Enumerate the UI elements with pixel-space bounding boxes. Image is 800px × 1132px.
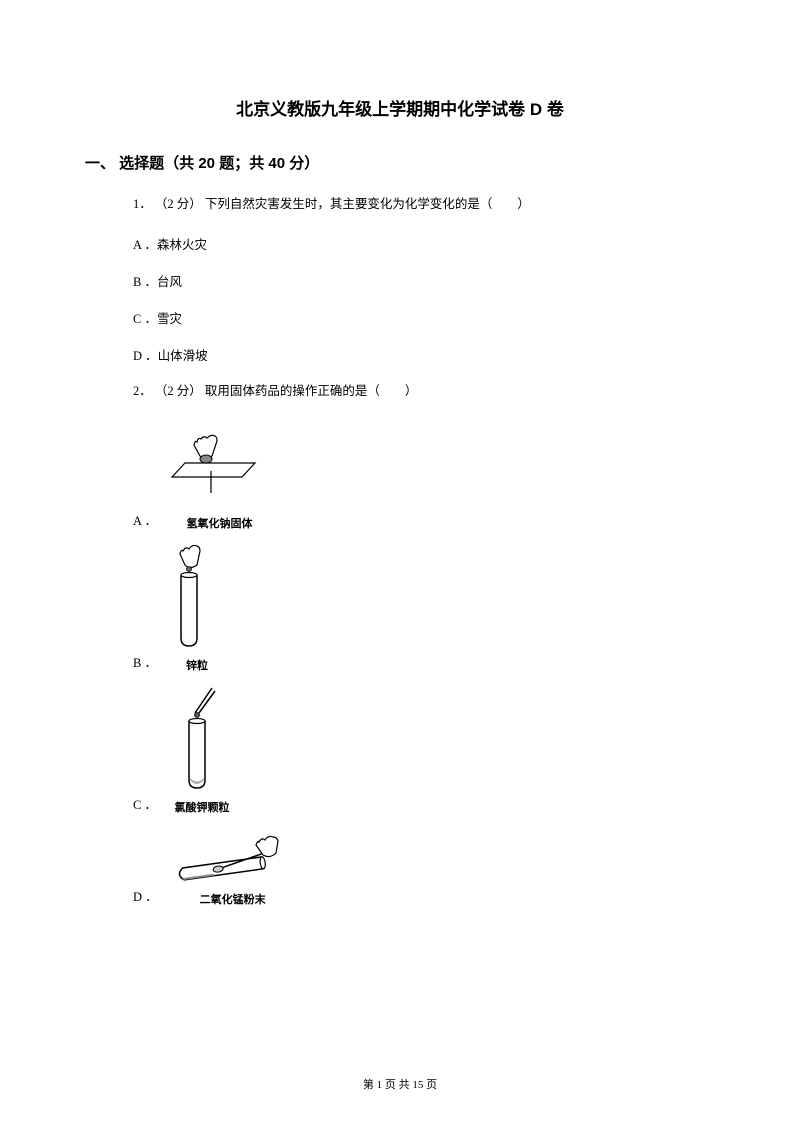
q2-image-a: 氢氧化钠固体 — [167, 431, 272, 531]
q2-image-c: 氯酸钾颗粒 — [167, 685, 237, 815]
q2-letter-a: A ． — [133, 510, 157, 529]
page-footer: 第 1 页 共 15 页 — [0, 1076, 800, 1092]
q2-image-d: 二氧化锰粉末 — [168, 827, 298, 907]
q2-option-a: A ． 氢氧化钠固体 — [133, 431, 715, 531]
q2-letter-b: B ． — [133, 652, 157, 671]
q2-image-b-label: 锌粒 — [167, 657, 227, 673]
q2-image-d-label: 二氧化锰粉末 — [168, 891, 298, 907]
q1-pts: （2 分） — [155, 197, 202, 211]
question-2: 2． （2 分） 取用固体药品的操作正确的是（ ） — [133, 382, 715, 401]
question-1: 1． （2 分） 下列自然灾害发生时，其主要变化为化学变化的是（ ） — [133, 195, 715, 214]
q1-option-d: D ．山体滑坡 — [133, 345, 715, 364]
q2-image-c-label: 氯酸钾颗粒 — [167, 799, 237, 815]
q2-text: 取用固体药品的操作正确的是（ ） — [205, 384, 418, 398]
q1-num: 1． — [133, 197, 152, 211]
q1-option-a: A ．森林火灾 — [133, 234, 715, 253]
q2-option-d: D ． 二氧化锰粉末 — [133, 827, 715, 907]
q1-text: 下列自然灾害发生时，其主要变化为化学变化的是（ ） — [205, 197, 530, 211]
q1-option-c: C ．雪灾 — [133, 308, 715, 327]
q1-option-b: B ．台风 — [133, 271, 715, 290]
q2-num: 2． — [133, 384, 152, 398]
q2-option-b: B ． 锌粒 — [133, 543, 715, 673]
page-title: 北京义教版九年级上学期期中化学试卷 D 卷 — [85, 95, 715, 120]
q2-image-a-label: 氢氧化钠固体 — [167, 515, 272, 531]
section-header: 一、 选择题（共 20 题；共 40 分） — [85, 152, 715, 173]
q2-option-c: C ． 氯酸钾颗粒 — [133, 685, 715, 815]
q2-letter-d: D ． — [133, 886, 158, 905]
q2-pts: （2 分） — [155, 384, 202, 398]
q2-letter-c: C ． — [133, 794, 157, 813]
q2-image-b: 锌粒 — [167, 543, 227, 673]
